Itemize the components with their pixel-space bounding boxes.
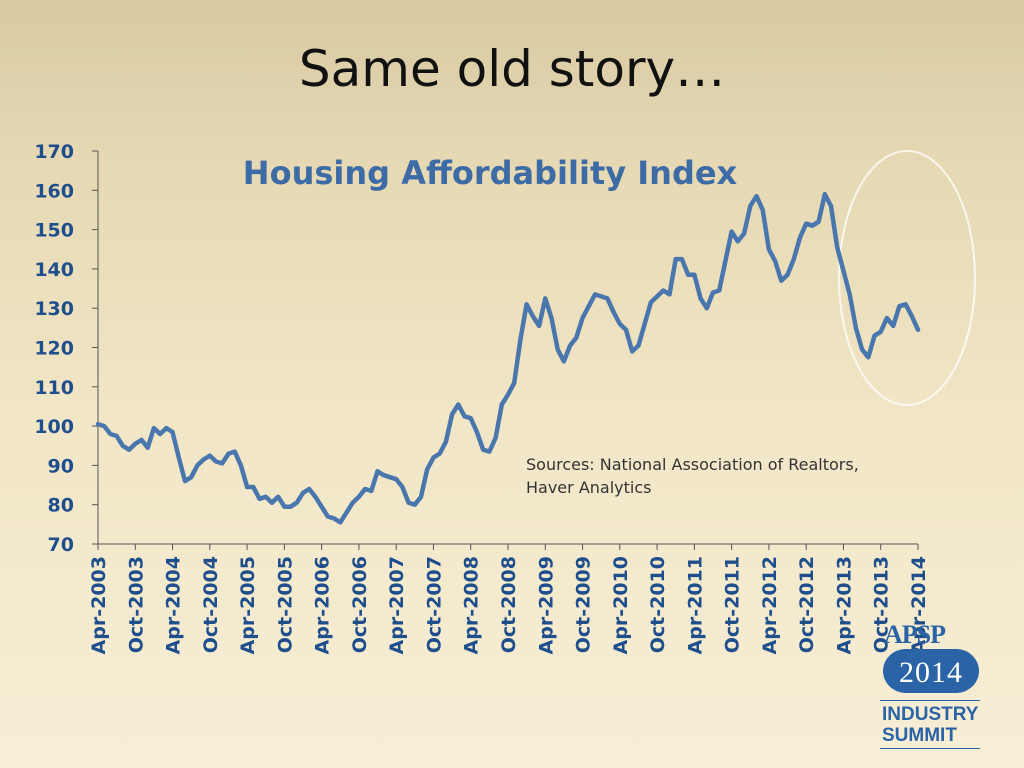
y-tick-label: 90 <box>48 455 74 477</box>
x-tick-label: Oct-2003 <box>125 556 147 653</box>
apsp-logo: APSP 2014 INDUSTRY SUMMIT <box>876 620 986 755</box>
highlight-ellipse-shape <box>838 150 976 406</box>
x-tick-label: Apr-2003 <box>88 556 110 654</box>
y-axis: 70 80 90 100 110 120 130 140 150 160 170 <box>34 141 99 556</box>
logo-org: APSP <box>884 620 946 649</box>
y-tick-label: 100 <box>34 416 74 438</box>
logo-line-1: INDUSTRY <box>882 704 979 725</box>
x-tick-label: Apr-2011 <box>684 556 706 654</box>
x-tick-label: Apr-2014 <box>908 556 930 654</box>
chart-title: Housing Affordability Index <box>243 154 738 192</box>
x-tick-label: Oct-2011 <box>722 556 744 653</box>
x-tick-label: Apr-2006 <box>312 556 334 654</box>
y-tick-label: 70 <box>48 534 74 556</box>
source-annotation-line: Haver Analytics <box>526 478 651 497</box>
logo-divider <box>880 700 980 701</box>
x-tick-label: Oct-2004 <box>200 556 222 653</box>
logo-divider-bottom <box>880 748 980 749</box>
x-tick-label: Apr-2009 <box>535 556 557 654</box>
x-tick-label: Oct-2007 <box>423 556 445 653</box>
y-tick-label: 170 <box>34 141 74 163</box>
source-annotation-line: Sources: National Association of Realtor… <box>526 455 859 474</box>
x-tick-label: Apr-2007 <box>386 556 408 654</box>
slide-title: Same old story… <box>298 40 726 98</box>
x-tick-label: Oct-2010 <box>647 556 669 653</box>
series-layer <box>95 191 921 525</box>
logo-line-2: SUMMIT <box>882 725 957 746</box>
highlight-ellipse <box>838 150 976 406</box>
x-tick-label: Apr-2010 <box>610 556 632 654</box>
x-tick-label: Oct-2008 <box>498 556 520 653</box>
y-tick-label: 120 <box>34 338 74 360</box>
y-tick-label: 140 <box>34 259 74 281</box>
logo-badge: 2014 <box>882 648 980 694</box>
x-tick-label: Oct-2005 <box>274 556 296 653</box>
x-tick-label: Apr-2008 <box>461 556 483 654</box>
y-tick-label: 80 <box>48 495 74 517</box>
x-tick-label: Apr-2012 <box>759 556 781 654</box>
x-tick-label: Oct-2009 <box>573 556 595 653</box>
y-tick-label: 110 <box>34 377 74 399</box>
x-tick-label: Apr-2013 <box>833 556 855 654</box>
x-tick-label: Apr-2004 <box>163 556 185 654</box>
y-tick-label: 150 <box>34 220 74 242</box>
x-axis: Apr-2003 Oct-2003 Apr-2004 Oct-2004 Apr-2005… <box>88 543 930 654</box>
y-tick-label: 160 <box>34 180 74 202</box>
logo-badge-icon <box>883 649 979 693</box>
logo-year: 2014 <box>899 656 963 689</box>
series-line <box>95 191 921 525</box>
x-tick-label: Oct-2012 <box>796 556 818 653</box>
y-tick-label: 130 <box>34 298 74 320</box>
x-tick-label: Apr-2005 <box>237 556 259 654</box>
source-annotation: Sources: National Association of Realtor… <box>526 455 859 497</box>
x-tick-label: Oct-2013 <box>871 556 893 653</box>
x-tick-label: Oct-2006 <box>349 556 371 653</box>
